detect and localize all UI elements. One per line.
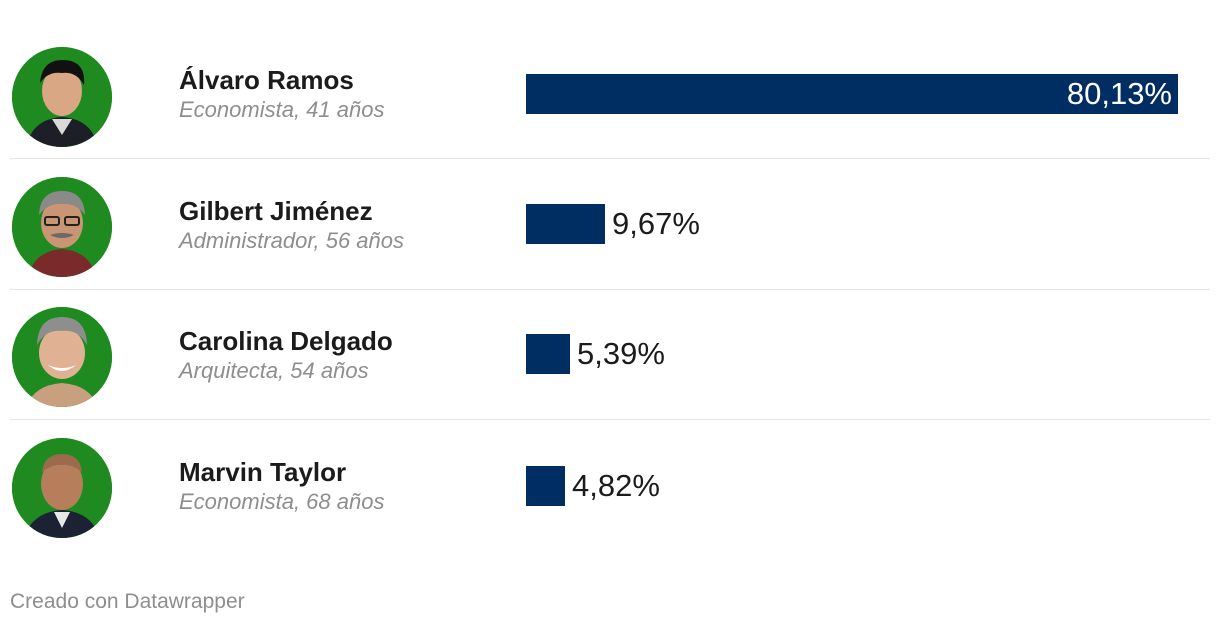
portrait-icon xyxy=(12,438,112,538)
candidate-name: Carolina Delgado xyxy=(179,326,393,356)
bar-track: 80,13% xyxy=(526,74,1178,114)
candidate-subtitle: Arquitecta, 54 años xyxy=(179,358,369,383)
credit-footer: Creado con Datawrapper xyxy=(10,590,245,613)
value-label: 5,39% xyxy=(577,336,665,371)
candidate-row: Marvin Taylor Economista, 68 años 4,82% xyxy=(10,419,1210,549)
bar-track: 5,39% xyxy=(526,334,1178,374)
candidate-subtitle: Economista, 68 años xyxy=(179,489,385,514)
value-label: 80,13% xyxy=(1066,76,1172,111)
portrait-icon xyxy=(12,47,112,147)
candidate-subtitle: Economista, 41 años xyxy=(179,97,385,122)
avatar xyxy=(12,47,112,147)
candidate-name: Álvaro Ramos xyxy=(179,65,354,95)
candidate-subtitle: Administrador, 56 años xyxy=(179,228,405,253)
bar xyxy=(526,466,565,506)
bar xyxy=(526,334,570,374)
portrait-icon xyxy=(12,307,112,407)
candidate-name: Marvin Taylor xyxy=(179,457,347,487)
avatar xyxy=(12,307,112,407)
value-label: 9,67% xyxy=(612,206,700,241)
avatar xyxy=(12,177,112,277)
avatar xyxy=(12,438,112,538)
value-label: 4,82% xyxy=(572,468,660,503)
bar-track: 4,82% xyxy=(526,466,1178,506)
bar-track: 9,67% xyxy=(526,204,1178,244)
candidate-row: Álvaro Ramos Economista, 41 años 80,13% xyxy=(10,28,1210,159)
portrait-icon xyxy=(12,177,112,277)
candidate-name: Gilbert Jiménez xyxy=(179,196,373,226)
bar xyxy=(526,74,1178,114)
candidate-row: Carolina Delgado Arquitecta, 54 años 5,3… xyxy=(10,289,1210,420)
candidate-row: Gilbert Jiménez Administrador, 56 años 9… xyxy=(10,159,1210,290)
bar xyxy=(526,204,605,244)
